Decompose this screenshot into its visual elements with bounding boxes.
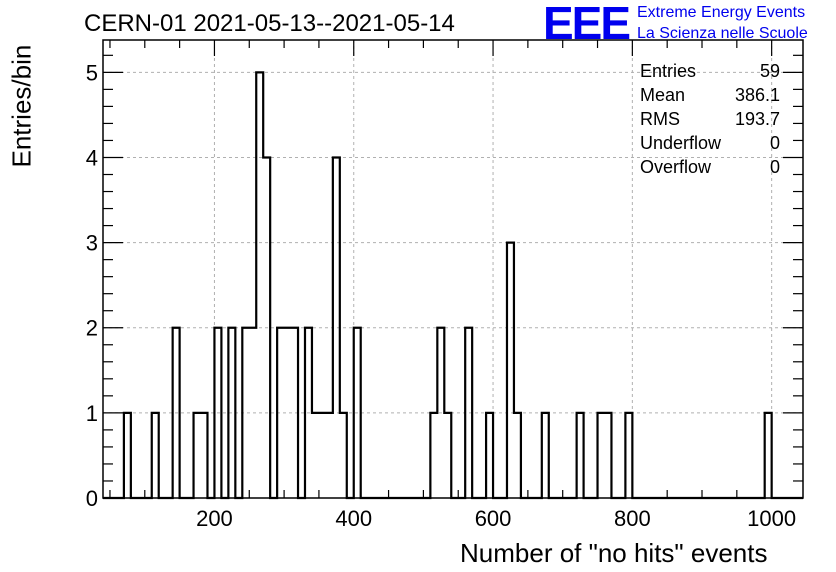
stat-label: Underflow xyxy=(640,133,722,153)
x-axis-label: Number of "no hits" events xyxy=(460,538,768,568)
plot-frame xyxy=(102,39,804,499)
y-tick-label: 1 xyxy=(86,401,98,426)
grid-lines xyxy=(103,40,803,498)
stat-label: Entries xyxy=(640,61,697,81)
stat-row-underflow: Underflow 0 xyxy=(640,132,780,156)
tick-labels: 200 400 600 800 1000 0 1 2 3 4 5 xyxy=(86,60,796,531)
stat-row-mean: Mean 386.1 xyxy=(640,84,780,108)
stat-value: 386.1 xyxy=(734,85,780,105)
stat-value: 193.7 xyxy=(734,109,780,129)
stat-value: 0 xyxy=(769,133,780,153)
x-tick-label: 400 xyxy=(335,506,372,531)
plot-frame-rect xyxy=(102,39,804,499)
y-tick-label: 3 xyxy=(86,231,98,256)
stat-label: RMS xyxy=(640,109,680,129)
axis-ticks xyxy=(103,40,803,499)
histogram-bin xyxy=(319,413,326,498)
x-tick-label: 600 xyxy=(475,506,512,531)
eee-logo-mark: EEE xyxy=(543,0,631,49)
stat-value: 59 xyxy=(759,61,780,81)
stat-row-entries: Entries 59 xyxy=(640,60,780,84)
stat-value: 0 xyxy=(769,157,780,177)
stat-row-overflow: Overflow 0 xyxy=(640,156,780,180)
y-tick-label: 2 xyxy=(86,316,98,341)
y-axis-label: Entries/bin xyxy=(6,44,37,168)
histogram-bin xyxy=(326,413,333,498)
stat-label: Mean xyxy=(640,85,686,105)
stat-row-rms: RMS 193.7 xyxy=(640,108,780,132)
histogram-bin xyxy=(312,413,319,498)
statistics-box: Entries 59 Mean 386.1 RMS 193.7 Underflo… xyxy=(640,60,780,180)
x-tick-label: 200 xyxy=(196,506,233,531)
logo-caption-line2: La Scienza nelle Scuole xyxy=(637,25,808,42)
y-tick-label: 5 xyxy=(86,60,98,85)
chart-title: CERN-01 2021-05-13--2021-05-14 xyxy=(84,10,455,37)
stat-label: Overflow xyxy=(640,157,712,177)
y-tick-label: 0 xyxy=(86,486,98,511)
x-tick-label: 800 xyxy=(614,506,651,531)
y-tick-label: 4 xyxy=(86,145,98,170)
x-tick-label: 1000 xyxy=(747,506,796,531)
logo-caption-line1: Extreme Energy Events xyxy=(637,4,806,21)
